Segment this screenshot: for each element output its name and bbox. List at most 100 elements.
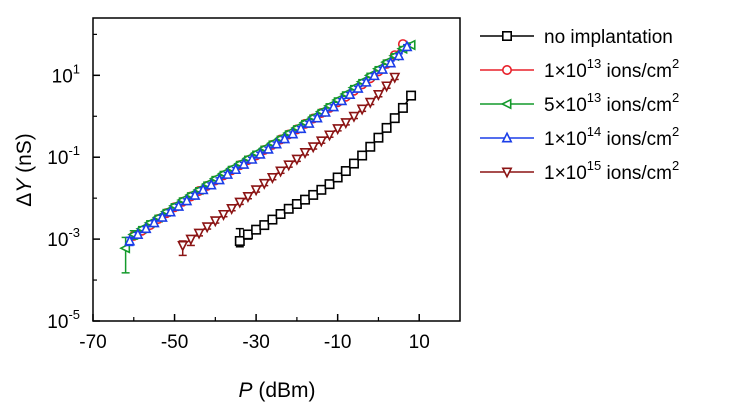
x-axis-label-var: P [238, 379, 252, 402]
legend-coef: 1×10 [544, 129, 587, 150]
data-point [258, 178, 270, 190]
data-point [205, 178, 217, 190]
y-axis-label-unit: (nS) [13, 133, 36, 179]
plot-frame [92, 17, 461, 322]
data-point [201, 222, 213, 234]
x-tick-label: -10 [324, 332, 351, 353]
data-point [357, 150, 368, 161]
data-point [132, 227, 144, 239]
data-point [279, 132, 291, 144]
data-point [360, 75, 372, 87]
x-tick-label: -50 [161, 332, 188, 353]
data-point [303, 116, 315, 128]
y-tick-exponent: -1 [68, 143, 80, 158]
y-tick-base: 10 [47, 148, 68, 169]
data-point [352, 81, 364, 93]
data-point [311, 111, 323, 123]
y-tick-label: 10-1 [47, 143, 80, 169]
legend-marker [501, 65, 512, 76]
data-point [393, 49, 405, 61]
series [177, 72, 401, 257]
data-point [372, 90, 384, 101]
data-point [234, 235, 245, 246]
data-point [177, 240, 189, 252]
data-point [300, 194, 311, 205]
data-point [251, 224, 262, 235]
data-point [222, 167, 234, 179]
data-point [259, 220, 270, 231]
data-point [230, 163, 242, 175]
data-point [336, 94, 348, 106]
axes [92, 17, 461, 322]
data-point [267, 214, 278, 225]
series [119, 39, 416, 274]
legend-unit: ions/cm [601, 95, 672, 116]
y-tick-base: 10 [47, 312, 68, 333]
legend-label: no implantation [544, 27, 673, 48]
data-point [213, 173, 225, 185]
legend-coef: 1×10 [544, 61, 587, 82]
data-point [266, 172, 278, 184]
legend-marker [501, 30, 512, 41]
legend-exponent: 13 [587, 56, 601, 71]
data-point [365, 141, 376, 152]
y-tick-base: 10 [52, 66, 73, 87]
data-point [368, 69, 380, 81]
legend-unit-exponent: 2 [672, 124, 679, 139]
data-point [406, 90, 417, 101]
data-point [316, 184, 327, 195]
data-point [364, 97, 376, 109]
data-point [295, 122, 307, 134]
data-point [340, 166, 351, 177]
y-axis-label: ΔY (nS) [13, 133, 36, 207]
legend-label: 5×1013 ions/cm2 [544, 90, 679, 116]
legend-label: 1×1015 ions/cm2 [544, 158, 679, 184]
series [124, 40, 413, 247]
data-point [124, 234, 136, 246]
data-point [189, 188, 201, 200]
legend-item: 5×1013 ions/cm2 [480, 90, 679, 116]
legend-item: 1×1015 ions/cm2 [480, 158, 679, 184]
data-point [344, 88, 356, 100]
data-point [377, 62, 389, 74]
series-line [239, 95, 412, 242]
data-point [389, 113, 400, 124]
legend-item: 1×1014 ions/cm2 [480, 124, 679, 150]
data-point [340, 118, 352, 130]
legend-marker [501, 167, 513, 179]
data-point [291, 199, 302, 210]
legend-exponent: 13 [587, 90, 601, 105]
x-tick-label: -70 [79, 332, 106, 353]
legend-unit-exponent: 2 [672, 56, 679, 71]
data-point [315, 136, 327, 148]
legend-label: 1×1014 ions/cm2 [544, 124, 679, 150]
data-point [140, 222, 152, 234]
legend-coef: 5×10 [544, 95, 587, 116]
data-point [381, 81, 393, 93]
data-point [242, 229, 253, 240]
data-point [397, 102, 408, 113]
series [234, 90, 417, 248]
data-point [373, 132, 384, 143]
data-point [401, 40, 413, 52]
data-point [254, 147, 266, 159]
data-point [348, 158, 359, 169]
data-point [319, 105, 331, 117]
data-point [197, 183, 209, 195]
data-point [250, 185, 262, 197]
legend-item: no implantation [480, 27, 673, 48]
data-point [262, 142, 274, 154]
x-tick-label: -30 [242, 332, 269, 353]
legend-item: 1×1013 ions/cm2 [480, 56, 679, 82]
data-point [381, 122, 392, 133]
data-point [328, 100, 340, 112]
legend-unit-exponent: 2 [672, 90, 679, 105]
legend-marker [501, 131, 513, 143]
legend-exponent: 15 [587, 158, 601, 173]
data-point [275, 166, 287, 178]
x-tick-label: 10 [409, 332, 430, 353]
y-tick-label: 101 [52, 61, 80, 87]
data-point [291, 154, 303, 166]
